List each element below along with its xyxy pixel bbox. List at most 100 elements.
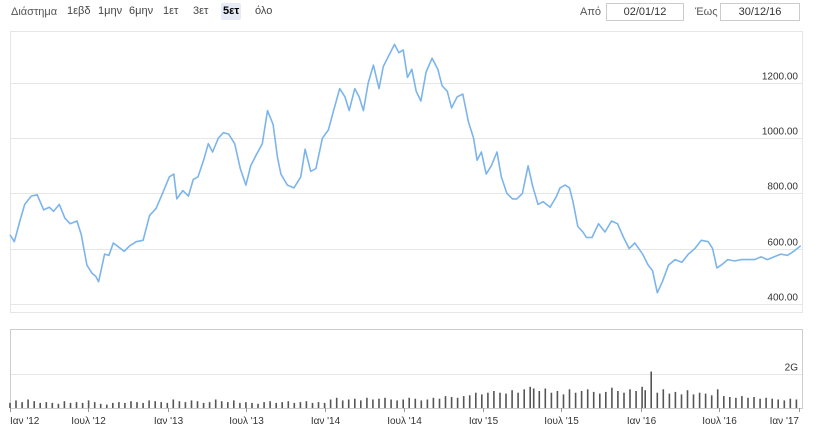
volume-bar — [214, 399, 217, 408]
x-axis: Ιαν '12 Ιουλ '12 Ιαν '13 Ιουλ '13 Ιαν '14 Ιου… — [10, 408, 800, 427]
volume-bar — [142, 402, 144, 408]
range-button-6m[interactable]: 6μην — [129, 5, 154, 17]
volume-bar — [456, 397, 459, 408]
volume-bar — [166, 402, 169, 408]
volume-bar — [414, 398, 417, 408]
volume-bar — [118, 402, 120, 408]
volume-bar — [599, 393, 601, 408]
volume-bar — [245, 402, 247, 408]
volume-bar — [311, 402, 314, 408]
price-grid — [10, 83, 802, 375]
volume-bar — [499, 392, 501, 408]
volume-bar — [611, 387, 613, 408]
volume-bar — [656, 392, 659, 408]
volume-bar — [635, 391, 637, 408]
volume-bar — [69, 402, 72, 408]
volume-bar — [329, 399, 332, 408]
volume-bar — [202, 402, 205, 408]
volume-bar — [408, 397, 410, 408]
volume-bar — [347, 399, 350, 408]
volume-bar — [629, 389, 631, 408]
volume-bar — [517, 392, 519, 408]
volume-bar — [257, 403, 259, 408]
volume-bar — [556, 391, 559, 408]
volume-bar — [305, 401, 308, 408]
range-button-3y[interactable]: 3ετ — [193, 5, 209, 17]
volume-bar — [196, 401, 199, 408]
volume-bar — [154, 401, 156, 408]
y-tick-label: 600.00 — [767, 238, 798, 249]
volume-bar — [426, 399, 429, 408]
volume-bar — [759, 398, 761, 408]
volume-bar — [21, 402, 23, 408]
volume-bar — [716, 389, 719, 408]
volume-bar — [148, 400, 150, 408]
volume-bar — [63, 401, 66, 408]
volume-bar — [87, 400, 90, 408]
volume-bar — [747, 397, 749, 408]
volume-bar — [178, 401, 181, 408]
to-date-label: Έως — [695, 6, 718, 18]
volume-bar — [644, 390, 646, 408]
volume-bar — [523, 389, 525, 408]
volume-bar — [753, 397, 755, 408]
volume-bar — [190, 400, 193, 408]
volume-bar — [680, 394, 683, 408]
volume-bar — [735, 397, 737, 408]
volume-bar — [293, 402, 296, 408]
x-tick-label: Ιουλ '13 — [229, 416, 264, 427]
x-tick-label: Ιουλ '16 — [702, 416, 737, 427]
volume-bar — [493, 391, 495, 408]
volume-bar — [323, 402, 326, 408]
volume-bar — [287, 401, 290, 408]
y-tick-label: 400.00 — [767, 293, 798, 304]
volume-bar — [9, 402, 11, 408]
range-button-1m[interactable]: 1μην — [98, 5, 123, 17]
volume-bar — [487, 392, 489, 408]
x-tick-label: Ιαν '15 — [469, 416, 499, 427]
volume-bar — [390, 399, 392, 408]
volume-bar — [723, 396, 725, 408]
pane-borders — [10, 31, 803, 409]
from-date-label: Από — [580, 6, 602, 18]
range-button-1w[interactable]: 1εβδ — [67, 5, 91, 17]
volume-bar — [33, 401, 35, 408]
volume-bar — [75, 402, 78, 408]
volume-bar — [184, 402, 187, 408]
volume-bar — [529, 386, 531, 408]
volume-bar — [335, 397, 338, 408]
volume-bar — [729, 397, 731, 408]
volume-bar — [99, 403, 102, 408]
volume-bar — [765, 397, 767, 408]
volume-bar — [432, 397, 435, 408]
volume-bar — [475, 392, 477, 408]
volume-bar — [402, 399, 404, 408]
to-date-input[interactable] — [720, 3, 800, 21]
y-tick-label: 1200.00 — [762, 72, 799, 83]
volume-bar — [450, 397, 453, 408]
volume-bar — [617, 391, 619, 408]
volume-bars — [9, 371, 798, 408]
volume-bar — [233, 400, 235, 408]
volume-bar — [662, 389, 665, 408]
x-tick-label: Ιαν '14 — [311, 416, 341, 427]
volume-bar — [251, 402, 253, 408]
volume-bar — [674, 391, 677, 408]
chart-toolbar: Διάστημα 1εβδ 1μην 6μην 1ετ 3ετ 5ετ όλο … — [0, 0, 813, 26]
volume-bar — [227, 402, 229, 408]
volume-bar — [45, 402, 48, 408]
range-button-all[interactable]: όλο — [255, 5, 273, 17]
volume-bar — [468, 395, 471, 408]
volume-bar — [550, 392, 553, 408]
volume-bar — [378, 398, 380, 408]
volume-bar — [795, 399, 798, 408]
volume-bar — [372, 399, 374, 408]
from-date-input[interactable] — [606, 3, 684, 21]
range-button-5y[interactable]: 5ετ — [221, 3, 242, 20]
x-tick-label: Ιαν '13 — [154, 416, 184, 427]
x-tick-label: Ιουλ '12 — [71, 416, 106, 427]
range-button-1y[interactable]: 1ετ — [163, 5, 179, 17]
volume-bar — [106, 404, 108, 408]
volume-bar — [39, 402, 41, 408]
volume-bar — [81, 402, 84, 408]
